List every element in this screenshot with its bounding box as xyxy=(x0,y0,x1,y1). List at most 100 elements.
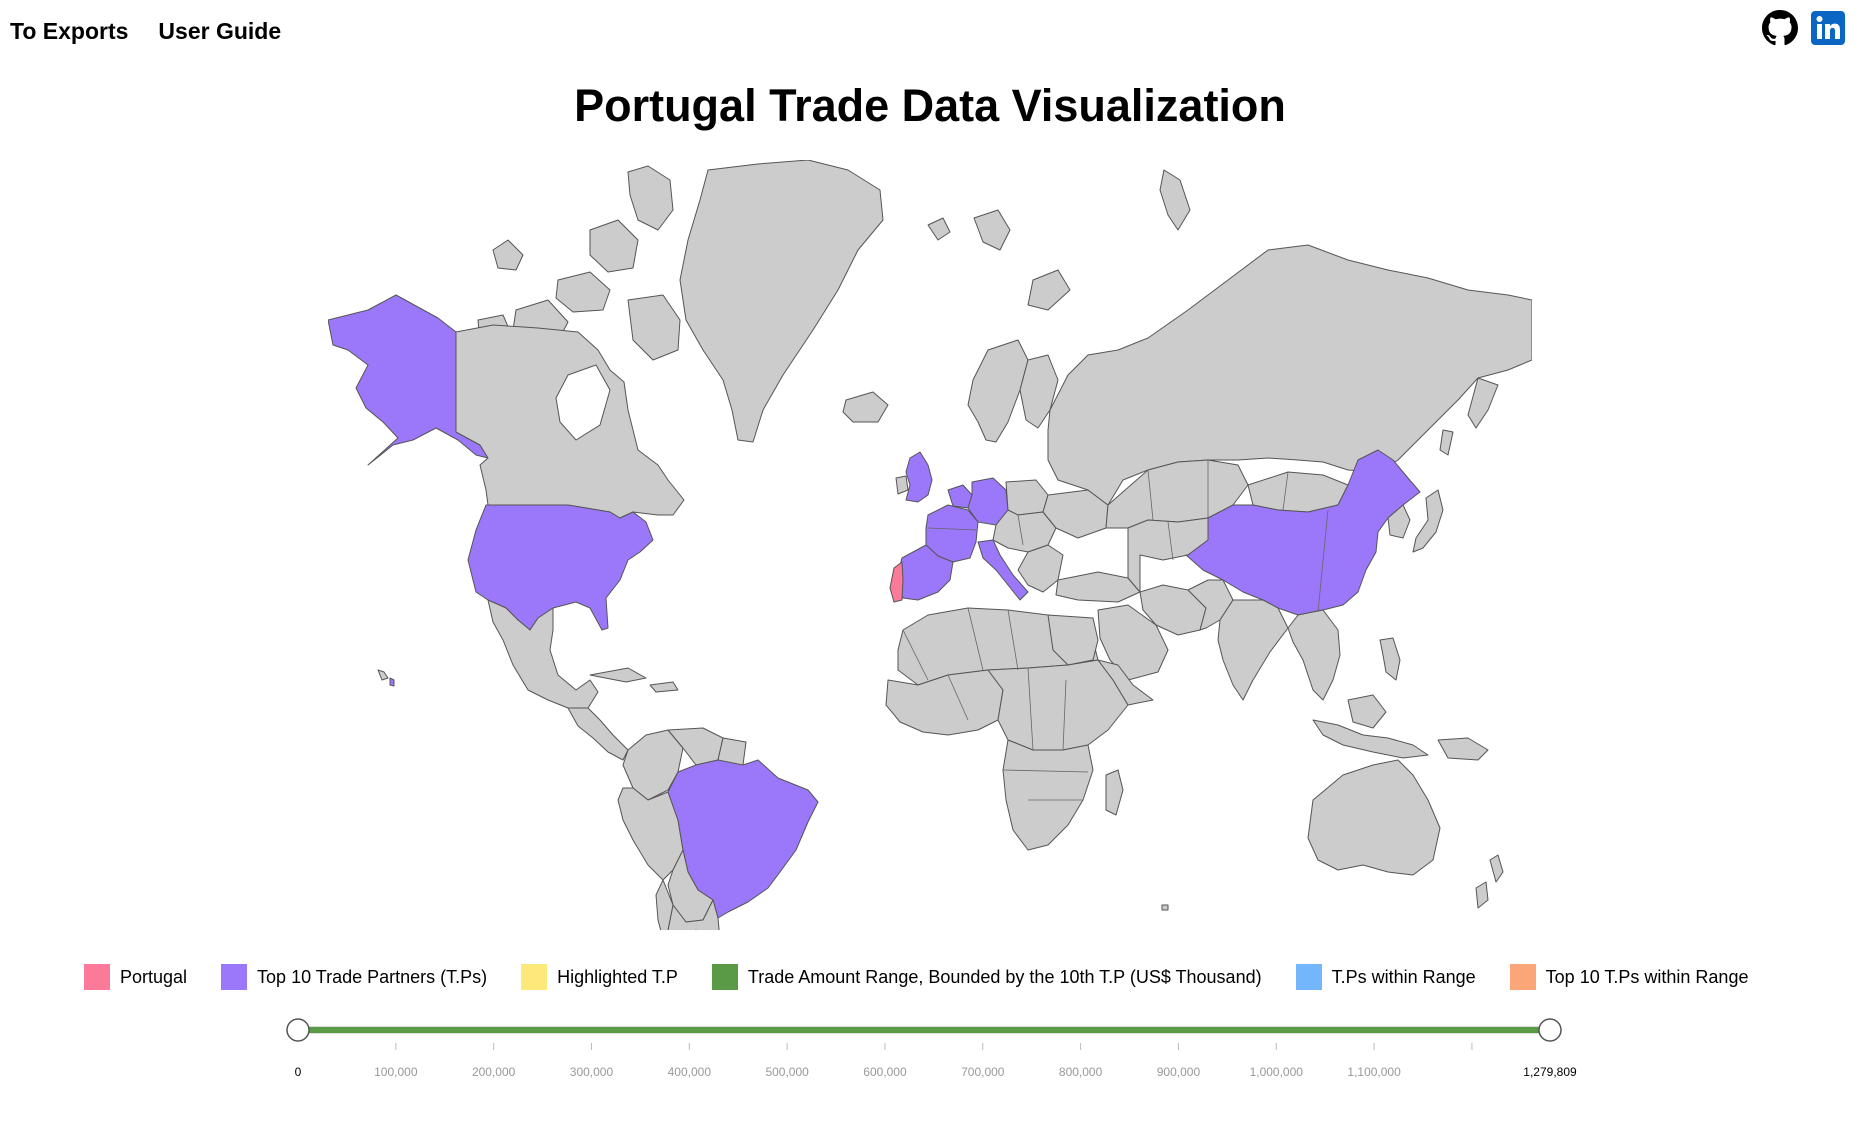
legend-item-top-within-range: Top 10 T.Ps within Range xyxy=(1509,964,1749,990)
map-country-saudi[interactable] xyxy=(1097,604,1169,681)
map-country-philippines[interactable] xyxy=(1379,637,1401,681)
map-country[interactable] xyxy=(1159,169,1191,231)
map-country[interactable] xyxy=(589,219,639,273)
map-country[interactable] xyxy=(389,677,395,687)
legend-label: Portugal xyxy=(120,966,188,987)
map-country-madagascar[interactable] xyxy=(1105,769,1124,816)
map-country[interactable] xyxy=(973,209,1011,251)
map-country-egypt[interactable] xyxy=(1047,614,1099,666)
map-country-west-africa[interactable] xyxy=(885,669,1004,736)
to-exports-link[interactable]: To Exports xyxy=(10,18,129,44)
slider-handle-high[interactable] xyxy=(1538,1018,1562,1042)
map-country-argentina[interactable] xyxy=(667,899,720,930)
map-country-chile[interactable] xyxy=(655,879,674,930)
slider-tick-label: 1,100,000 xyxy=(1347,1065,1401,1079)
map-country-finland[interactable] xyxy=(1019,354,1059,429)
map-country-usa[interactable] xyxy=(467,504,654,631)
top-nav: To Exports User Guide xyxy=(10,14,281,48)
legend-label: Top 10 T.Ps within Range xyxy=(1545,966,1749,987)
map-country[interactable] xyxy=(842,391,889,423)
map-country-turkey[interactable] xyxy=(1055,571,1141,603)
linkedin-icon xyxy=(1811,11,1845,45)
map-country[interactable] xyxy=(492,239,524,271)
map-country-portugal[interactable] xyxy=(889,561,904,603)
legend-swatch xyxy=(711,964,738,990)
map-country-japan[interactable] xyxy=(1412,489,1444,553)
map-country-italy[interactable] xyxy=(977,539,1029,601)
slider-tick-label: 400,000 xyxy=(668,1065,712,1079)
map-country[interactable] xyxy=(1467,377,1499,429)
page-title: Portugal Trade Data Visualization xyxy=(574,80,1286,131)
map-country-russia[interactable] xyxy=(1047,244,1532,506)
map-country[interactable] xyxy=(627,294,681,361)
legend-item-range: Trade Amount Range, Bounded by the 10th … xyxy=(711,964,1262,990)
slider-tick-label: 800,000 xyxy=(1059,1065,1103,1079)
legend-label: Top 10 Trade Partners (T.Ps) xyxy=(257,966,488,987)
slider-tick-label: 200,000 xyxy=(472,1065,516,1079)
map-country-poland[interactable] xyxy=(1005,479,1049,516)
legend-item-top-partners: Top 10 Trade Partners (T.Ps) xyxy=(221,964,487,990)
map-country[interactable] xyxy=(1161,904,1169,911)
legend-swatch xyxy=(1509,964,1536,990)
map-country[interactable] xyxy=(1439,429,1454,456)
map-country-korea[interactable] xyxy=(1387,504,1411,539)
legend-swatch xyxy=(521,964,548,990)
map-country[interactable] xyxy=(567,707,629,761)
map-country-indonesia[interactable] xyxy=(1312,719,1429,759)
slider-tick-label: 100,000 xyxy=(374,1065,418,1079)
slider-tick-label: 600,000 xyxy=(863,1065,907,1079)
map-country-uk[interactable] xyxy=(905,451,933,503)
slider-svg: 100,000 200,000 300,000 400,000 500,000 600,0… xyxy=(286,1018,1577,1079)
legend-swatch xyxy=(84,964,110,990)
slider-tick-label: 700,000 xyxy=(961,1065,1005,1079)
map-country-mexico[interactable] xyxy=(487,599,599,709)
linkedin-link[interactable] xyxy=(1810,10,1846,46)
map-country-horn[interactable] xyxy=(1097,659,1154,706)
map-country[interactable] xyxy=(649,681,679,693)
world-map[interactable] xyxy=(328,160,1532,930)
map-country-belgium-netherlands[interactable] xyxy=(947,484,973,509)
legend-label: Highlighted T.P xyxy=(557,966,678,987)
slider-tick-label: 900,000 xyxy=(1157,1065,1201,1079)
slider-tick-label: 300,000 xyxy=(570,1065,614,1079)
map-country-nz[interactable] xyxy=(1475,881,1489,909)
user-guide-link[interactable]: User Guide xyxy=(158,18,282,44)
map-country-central-europe[interactable] xyxy=(992,509,1057,553)
map-country[interactable] xyxy=(589,667,647,683)
map-country[interactable] xyxy=(377,669,389,681)
legend: Portugal Top 10 Trade Partners (T.Ps) Hi… xyxy=(84,964,1748,990)
legend-label: T.Ps within Range xyxy=(1331,966,1476,987)
slider-min-label: 0 xyxy=(295,1065,302,1079)
map-country-france[interactable] xyxy=(925,504,979,563)
map-country-southern-africa[interactable] xyxy=(1002,739,1094,851)
slider-tick-label: 500,000 xyxy=(765,1065,809,1079)
map-country-balkans[interactable] xyxy=(1017,544,1064,593)
map-country-norway-sweden[interactable] xyxy=(967,339,1029,443)
legend-swatch xyxy=(221,964,248,990)
slider-handle-low[interactable] xyxy=(286,1018,310,1042)
map-country-central-africa[interactable] xyxy=(987,659,1129,751)
trade-range-slider[interactable]: 100,000 200,000 300,000 400,000 500,000 600,0… xyxy=(280,1010,1580,1080)
social-links xyxy=(1762,10,1846,46)
map-country-india[interactable] xyxy=(1217,599,1289,701)
legend-item-portugal: Portugal xyxy=(84,964,187,990)
map-country[interactable] xyxy=(555,271,611,313)
slider-max-label: 1,279,809 xyxy=(1523,1065,1577,1079)
map-country[interactable] xyxy=(627,165,674,231)
github-link[interactable] xyxy=(1762,10,1798,46)
map-country-borneo[interactable] xyxy=(1347,694,1387,729)
map-country[interactable] xyxy=(1027,269,1071,311)
map-country-se-asia[interactable] xyxy=(1287,609,1341,701)
legend-item-highlighted: Highlighted T.P xyxy=(521,964,678,990)
map-country[interactable] xyxy=(927,217,951,241)
slider-tick-label: 1,000,000 xyxy=(1250,1065,1304,1079)
map-country-alaska[interactable] xyxy=(328,294,489,466)
map-country-ireland[interactable] xyxy=(895,475,909,495)
map-country-australia[interactable] xyxy=(1307,759,1441,876)
map-country-china[interactable] xyxy=(1185,449,1421,616)
map-country[interactable] xyxy=(679,160,884,443)
map-country-nz[interactable] xyxy=(1489,854,1504,883)
slider-ticks: 100,000 200,000 300,000 400,000 500,000 600,0… xyxy=(374,1043,1473,1079)
map-country-png[interactable] xyxy=(1437,737,1489,761)
